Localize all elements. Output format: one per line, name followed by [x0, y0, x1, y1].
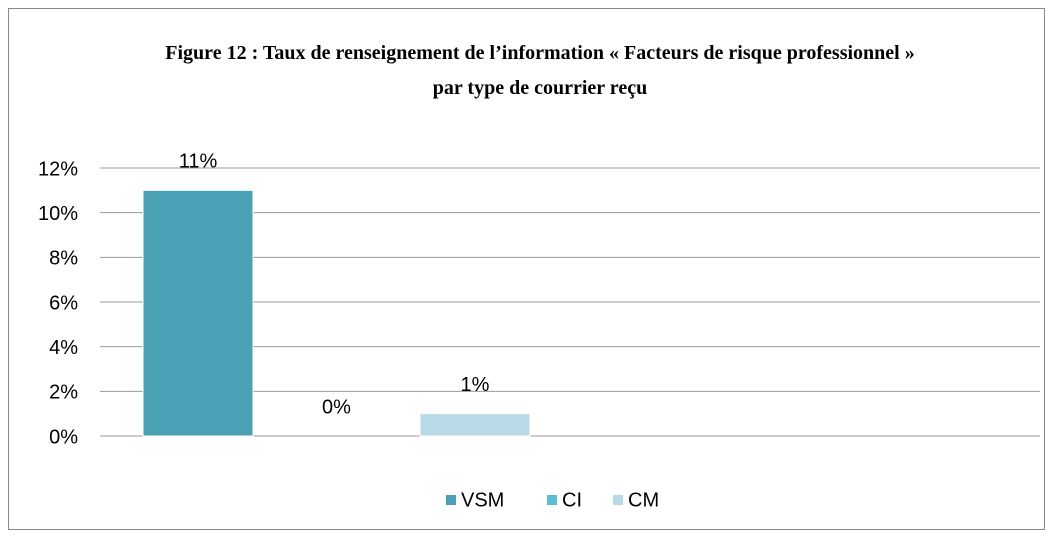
y-tick-label: 6% — [49, 292, 78, 314]
data-label: 0% — [322, 396, 351, 418]
data-label: 11% — [179, 151, 218, 173]
legend-label: CI — [562, 489, 582, 511]
bar — [419, 413, 531, 437]
y-tick-label: 12% — [38, 158, 78, 180]
y-tick-label: 8% — [49, 248, 78, 270]
y-tick-label: 2% — [49, 382, 78, 404]
legend-label: CM — [628, 489, 659, 511]
bar — [142, 189, 254, 437]
legend-swatch — [613, 495, 623, 505]
y-tick-label: 0% — [49, 426, 78, 448]
y-tick-label: 4% — [49, 337, 78, 359]
chart-title: Figure 12 : Taux de renseignement de l’i… — [165, 42, 915, 99]
legend-swatch — [446, 495, 456, 505]
chart-border — [8, 8, 1045, 530]
data-label: 1% — [461, 374, 490, 396]
legend-label: VSM — [461, 489, 504, 511]
legend-swatch — [547, 495, 557, 505]
y-tick-label: 10% — [38, 203, 78, 225]
